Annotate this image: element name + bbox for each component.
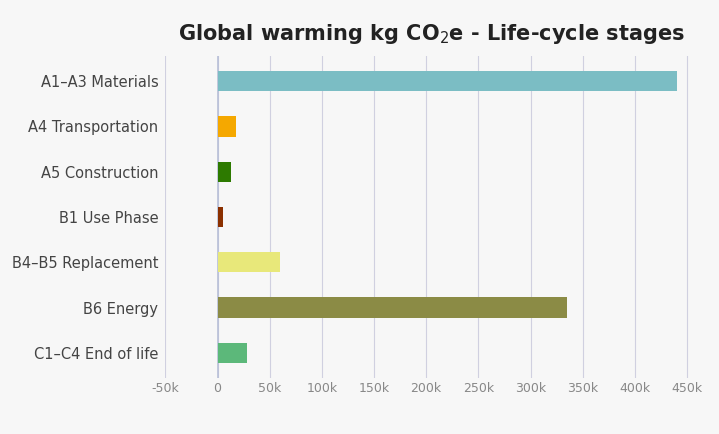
Bar	[218, 297, 567, 318]
Bar	[218, 252, 280, 273]
Bar	[218, 342, 247, 363]
Bar	[218, 161, 231, 182]
Bar	[218, 207, 223, 227]
Title: Global warming kg CO$_2$e - Life-cycle stages: Global warming kg CO$_2$e - Life-cycle s…	[178, 22, 684, 46]
Bar	[218, 116, 237, 137]
Bar	[218, 71, 677, 92]
